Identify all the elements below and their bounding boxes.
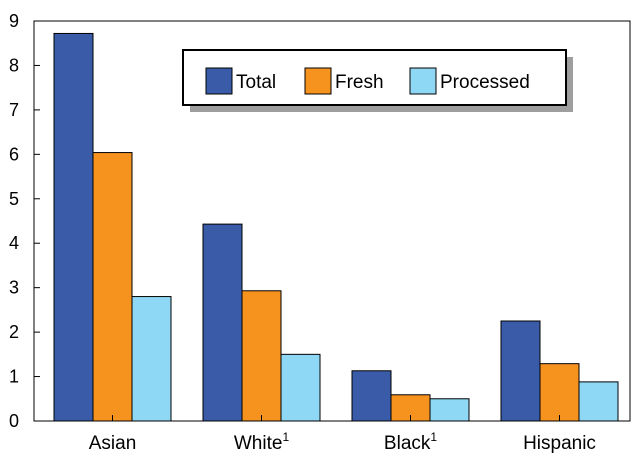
y-axis-ticks: 0 1 2 3 4 5 6 7 8 9	[9, 11, 40, 431]
y-tick-label: 4	[9, 233, 19, 253]
bar-processed-black	[429, 398, 470, 422]
y-tick-label: 7	[9, 100, 19, 120]
bar-total-black	[351, 370, 392, 422]
bar-fresh-asian	[92, 152, 133, 422]
bar-total-hispanic	[500, 320, 541, 422]
bar-fresh-hispanic	[539, 363, 580, 422]
y-tick-label: 9	[9, 11, 19, 31]
x-tick-label: Asian	[89, 433, 137, 454]
bar-processed-white	[280, 353, 321, 422]
x-axis-ticks	[112, 415, 560, 421]
y-tick-label: 0	[9, 411, 19, 431]
y-tick-label: 8	[9, 55, 19, 75]
legend-swatch-processed	[409, 67, 437, 95]
y-tick-label: 2	[9, 322, 19, 342]
bar-processed-hispanic	[578, 381, 619, 422]
bar-total-asian	[53, 32, 94, 422]
bar-processed-asian	[131, 296, 172, 422]
x-axis-labels: Asian White1 Black1 Hispanic	[89, 430, 596, 454]
legend-swatch-fresh	[304, 67, 332, 95]
x-tick-label: Hispanic	[523, 433, 596, 454]
y-tick-label: 3	[9, 278, 19, 298]
bar-fresh-white	[241, 290, 282, 422]
bar-total-white	[202, 223, 243, 422]
legend-box	[182, 49, 567, 106]
y-tick-label: 6	[9, 144, 19, 164]
x-tick-label: Black1	[384, 430, 437, 454]
legend-label-fresh: Fresh	[335, 72, 384, 93]
plot-frame	[33, 20, 631, 422]
y-tick-label: 1	[9, 367, 19, 387]
legend: Total Fresh Processed	[182, 49, 573, 112]
x-tick-label: White1	[234, 430, 290, 454]
y-tick-label: 5	[9, 189, 19, 209]
legend-swatch-total	[205, 67, 233, 95]
legend-label-total: Total	[236, 72, 276, 93]
legend-label-processed: Processed	[440, 72, 530, 93]
